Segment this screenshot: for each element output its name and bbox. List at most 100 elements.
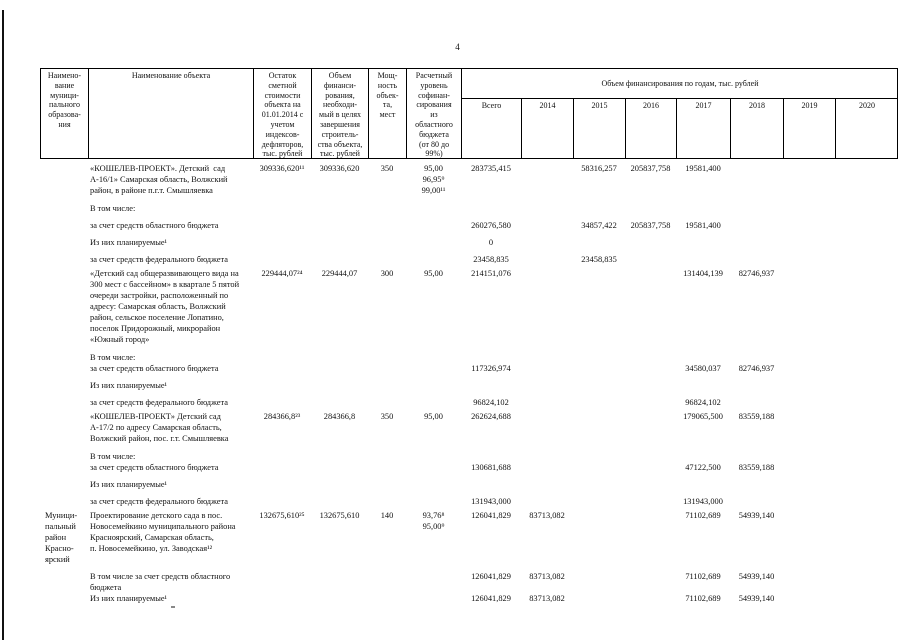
cell-c5 xyxy=(368,593,406,604)
cell-c4 xyxy=(311,571,368,593)
cell-y2014 xyxy=(521,220,573,231)
cell-vsego xyxy=(461,352,521,363)
table-row: за счет средств федерального бюджета 1319… xyxy=(40,496,898,507)
cell-y2014 xyxy=(521,411,573,444)
cell-mun xyxy=(40,496,88,507)
cell-c4 xyxy=(311,203,368,214)
cell-mun xyxy=(40,268,88,345)
cell-y2020 xyxy=(835,363,898,374)
cell-y2020 xyxy=(835,571,898,593)
cell-y2015 xyxy=(573,363,625,374)
cell-y2018 xyxy=(730,203,783,214)
cell-c3 xyxy=(253,496,311,507)
cell-y2014 xyxy=(521,163,573,196)
cell-c5: 300 xyxy=(380,269,394,278)
cell-y2014 xyxy=(521,268,573,345)
cell-mun xyxy=(40,254,88,265)
cell-y2015: 58316,257 xyxy=(581,164,617,173)
cell-y2014 xyxy=(521,363,573,374)
cell-mun xyxy=(40,203,88,214)
cell-y2019 xyxy=(783,380,835,391)
cell-y2014: 83713,082 xyxy=(529,572,565,581)
cell-y2017: 71102,689 xyxy=(685,572,721,581)
cell-vsego: 96824,102 xyxy=(473,398,509,407)
cell-y2015 xyxy=(573,268,625,345)
header-year-2020: 2020 xyxy=(835,98,898,158)
cell-c5 xyxy=(368,254,406,265)
cell-y2015 xyxy=(573,593,625,604)
cell-c6 xyxy=(406,462,461,473)
cell-y2016 xyxy=(625,268,676,345)
cell-y2015 xyxy=(573,479,625,490)
cell-name: В том числе: xyxy=(90,452,136,461)
cell-y2017: 179065,500 xyxy=(683,412,723,421)
cell-name: за счет средств областного бюджета xyxy=(90,364,219,373)
cell-y2019 xyxy=(783,496,835,507)
cell-y2014 xyxy=(521,237,573,248)
cell-c5 xyxy=(368,380,406,391)
cell-vsego xyxy=(461,380,521,391)
cell-c3 xyxy=(253,220,311,231)
cell-y2019 xyxy=(783,254,835,265)
header-cofinance-level: Расчетный уровень софинан- сирования из … xyxy=(406,68,461,158)
cell-y2016 xyxy=(625,254,676,265)
cell-c6 xyxy=(406,352,461,363)
cell-c5 xyxy=(368,462,406,473)
cell-y2016: 205837,758 xyxy=(630,164,671,173)
cell-name: Из них планируемые¹ xyxy=(90,381,168,390)
cell-vsego xyxy=(461,451,521,462)
cell-mun xyxy=(40,380,88,391)
cell-y2020 xyxy=(835,254,898,265)
cell-mun xyxy=(40,352,88,363)
cell-c4 xyxy=(311,237,368,248)
cell-y2017 xyxy=(676,254,730,265)
cell-c6 xyxy=(406,237,461,248)
cell-y2020 xyxy=(835,397,898,408)
cell-y2017: 71102,689 xyxy=(685,594,721,603)
cell-c4 xyxy=(311,479,368,490)
cell-name: Из них планируемые¹ xyxy=(90,594,168,603)
cell-c3 xyxy=(253,203,311,214)
cell-c6: 95,00 xyxy=(424,412,443,421)
cell-y2018 xyxy=(730,163,783,196)
cell-y2016 xyxy=(625,510,676,565)
cell-y2015 xyxy=(573,380,625,391)
cell-y2019 xyxy=(783,203,835,214)
cell-name: «КОШЕЛЕВ-ПРОЕКТ» Детский сад А-17/2 по а… xyxy=(90,412,229,443)
cell-name: за счет средств федерального бюджета xyxy=(90,255,228,264)
cell-y2017 xyxy=(676,479,730,490)
cell-y2019 xyxy=(783,237,835,248)
cell-y2014 xyxy=(521,479,573,490)
cell-c3 xyxy=(253,397,311,408)
cell-y2017: 47122,500 xyxy=(685,463,721,472)
cell-c4: 284366,8 xyxy=(323,412,356,421)
cell-mun xyxy=(40,220,88,231)
cell-y2015 xyxy=(573,571,625,593)
cell-c6 xyxy=(406,380,461,391)
cell-vsego xyxy=(461,203,521,214)
cell-c4 xyxy=(311,352,368,363)
cell-mun xyxy=(40,451,88,462)
cell-y2015: 34857,422 xyxy=(581,221,617,230)
cell-c4 xyxy=(311,380,368,391)
cell-y2017 xyxy=(676,237,730,248)
cell-c3 xyxy=(253,571,311,593)
table-row: Из них планируемые¹ xyxy=(40,479,898,490)
cell-y2017: 71102,689 xyxy=(685,511,721,520)
cell-c5 xyxy=(368,220,406,231)
cell-c5 xyxy=(368,397,406,408)
header-year-2017: 2017 xyxy=(676,98,730,158)
scan-edge-line xyxy=(2,10,4,640)
cell-y2017: 131943,000 xyxy=(683,497,723,506)
cell-y2017: 131404,139 xyxy=(683,269,723,278)
cell-c3 xyxy=(253,593,311,604)
cell-c6 xyxy=(406,254,461,265)
cell-c3: 132675,610²⁵ xyxy=(259,511,305,520)
cell-name: Из них планируемые¹ xyxy=(90,238,168,247)
cell-mun xyxy=(40,363,88,374)
cell-c4 xyxy=(311,220,368,231)
cell-c6 xyxy=(406,479,461,490)
cell-y2020 xyxy=(835,237,898,248)
cell-vsego: 126041,829 xyxy=(471,572,511,581)
cell-vsego: 23458,835 xyxy=(473,255,509,264)
